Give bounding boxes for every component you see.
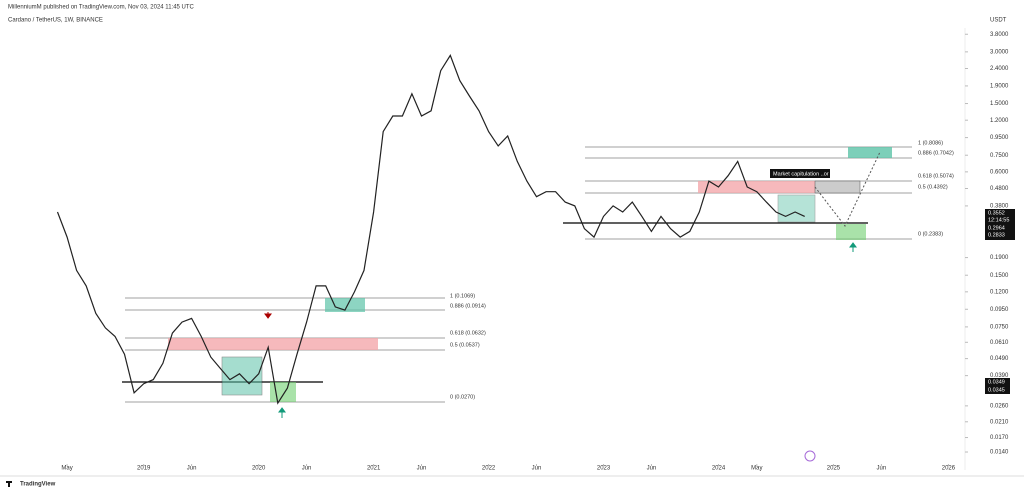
- y-tick-label: 0.4800: [990, 186, 1009, 192]
- fib-label: 0.618 (0.0632): [450, 330, 486, 336]
- arrow-up: [849, 242, 857, 252]
- zone-teal: [777, 194, 816, 223]
- chart-title: Cardano / TetherUS, 1W, BINANCE: [8, 18, 103, 24]
- arrow-down: [264, 312, 272, 319]
- price-line: [56, 54, 805, 405]
- logo: TradingView: [20, 482, 56, 488]
- y-tick-label: 1.9000: [990, 83, 1009, 89]
- y-tick-label: 1.5000: [990, 101, 1009, 107]
- fib-label: 0 (0.0270): [450, 394, 475, 400]
- annotation-box: [770, 169, 830, 178]
- price-tag: 12:14:55: [988, 217, 1009, 223]
- price-tag-box: [985, 378, 1010, 394]
- y-tick-label: 0.7500: [990, 153, 1009, 159]
- x-tick-label: 2020: [252, 466, 266, 472]
- y-tick-label: 0.0490: [990, 356, 1009, 362]
- fib-label: 0.618 (0.5074): [918, 173, 954, 179]
- x-tick-label: Jun: [877, 466, 887, 472]
- y-tick-label: 0.1200: [990, 289, 1009, 295]
- arrow-up: [278, 407, 286, 418]
- y-tick-label: 1.2000: [990, 118, 1009, 124]
- zone-green: [836, 224, 866, 240]
- zone-green: [848, 147, 892, 158]
- price-tag-box: [985, 209, 1015, 240]
- y-tick-label: 0.6000: [990, 169, 1009, 175]
- y-tick-label: 0.0950: [990, 307, 1009, 313]
- logo-icon: [6, 481, 12, 487]
- price-tag: 0.2833: [988, 232, 1005, 238]
- y-tick-label: 0.1500: [990, 273, 1009, 279]
- price-tag: 0.3552: [988, 210, 1005, 216]
- x-tick-label: 2023: [597, 466, 611, 472]
- price-tag: 0.0345: [988, 387, 1005, 393]
- x-tick-label: Jun: [187, 466, 197, 472]
- x-tick-label: May: [751, 466, 762, 472]
- event-icon[interactable]: [804, 450, 816, 462]
- y-tick-label: 0.9500: [990, 135, 1009, 141]
- y-tick-label: 0.0610: [990, 340, 1009, 346]
- y-tick-label: 0.0390: [990, 373, 1009, 379]
- zone-grey: [814, 180, 861, 194]
- y-tick-label: 0.3800: [990, 203, 1009, 209]
- x-tick-label: Jun: [647, 466, 657, 472]
- fib-label: 0 (0.2383): [918, 231, 943, 237]
- x-tick-label: May: [61, 466, 72, 472]
- x-tick-label: Jun: [532, 466, 542, 472]
- x-tick-label: Jun: [417, 466, 427, 472]
- fib-label: 0.886 (0.0914): [450, 303, 486, 309]
- x-tick-label: 2024: [712, 466, 726, 472]
- y-tick-label: 0.1900: [990, 255, 1009, 261]
- fib-label: 1 (0.8086): [918, 140, 943, 146]
- x-tick-label: 2026: [942, 466, 956, 472]
- fib-label: 0.5 (0.4392): [918, 184, 948, 190]
- y-tick-label: 0.0750: [990, 324, 1009, 330]
- y-tick-label: 3.8000: [990, 32, 1009, 38]
- fib-label: 1 (0.1069): [450, 293, 475, 299]
- x-tick-label: 2025: [827, 466, 841, 472]
- header: MillenniumM published on TradingView.com…: [8, 5, 195, 11]
- price-tag: 0.0349: [988, 379, 1005, 385]
- currency: USDT: [990, 18, 1007, 24]
- x-tick-label: 2021: [367, 466, 381, 472]
- fib-label: 0.5 (0.0537): [450, 342, 480, 348]
- y-tick-label: 2.4000: [990, 66, 1009, 72]
- x-tick-label: Jun: [302, 466, 312, 472]
- x-tick-label: 2019: [137, 466, 151, 472]
- projection: [814, 151, 881, 227]
- x-tick-label: 2022: [482, 466, 496, 472]
- y-tick-label: 0.0140: [990, 450, 1009, 456]
- annotation: Market capitulation ..or ?: [773, 171, 833, 177]
- zone-red: [168, 338, 378, 350]
- price-tag: 0.2964: [988, 225, 1005, 231]
- y-tick-label: 0.0210: [990, 419, 1009, 425]
- y-tick-label: 3.0000: [990, 49, 1009, 55]
- fib-label: 0.886 (0.7042): [918, 150, 954, 156]
- zone-green: [325, 298, 365, 312]
- zone-red: [698, 181, 815, 193]
- y-tick-label: 0.0170: [990, 435, 1009, 441]
- zone-green: [270, 382, 296, 402]
- y-tick-label: 0.0260: [990, 403, 1009, 409]
